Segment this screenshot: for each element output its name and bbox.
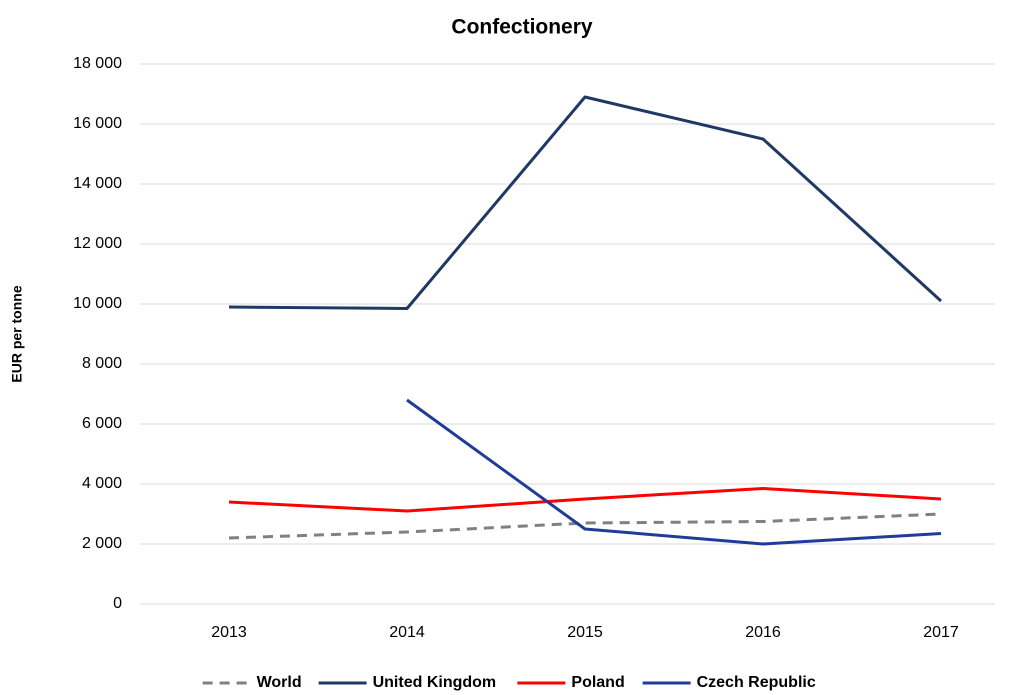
y-tick-label: 0 — [113, 595, 122, 612]
chart-title: Confectionery — [451, 16, 593, 39]
y-tick-label: 16 000 — [73, 115, 122, 132]
series-line — [406, 398, 942, 546]
legend-label: World — [257, 674, 302, 691]
series-line — [228, 512, 942, 540]
legend-label: United Kingdom — [373, 674, 497, 691]
series-line — [228, 95, 943, 310]
y-tick-label: 10 000 — [73, 295, 122, 312]
y-tick-label: 4 000 — [82, 475, 122, 492]
legend-label: Czech Republic — [697, 674, 816, 691]
x-tick-label: 2014 — [389, 624, 425, 641]
y-axis-label: EUR per tonne — [9, 285, 25, 382]
y-tick-label: 2 000 — [82, 535, 122, 552]
y-tick-label: 6 000 — [82, 415, 122, 432]
x-tick-label: 2015 — [567, 624, 603, 641]
x-tick-label: 2016 — [745, 624, 781, 641]
y-tick-label: 8 000 — [82, 355, 122, 372]
legend-label: Poland — [571, 674, 624, 691]
y-tick-label: 12 000 — [73, 235, 122, 252]
series-line — [228, 487, 942, 513]
x-tick-label: 2013 — [211, 624, 247, 641]
x-tick-label: 2017 — [923, 624, 959, 641]
y-tick-label: 14 000 — [73, 175, 122, 192]
y-tick-label: 18 000 — [73, 55, 122, 72]
